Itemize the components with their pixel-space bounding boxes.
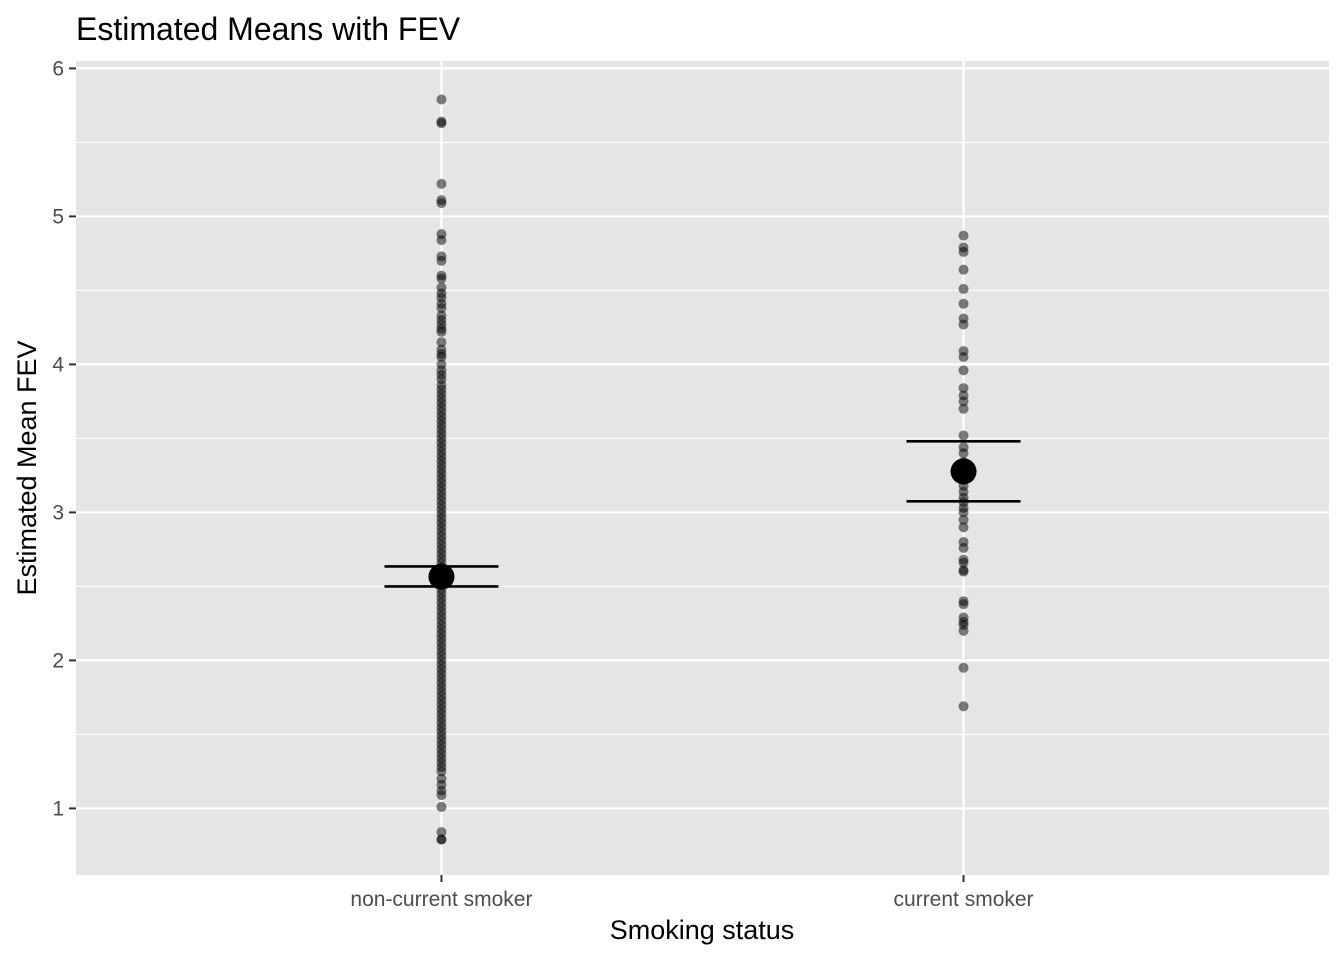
data-point [958,542,969,553]
data-point [436,337,447,348]
data-point [436,801,447,812]
data-point [436,273,447,284]
y-tick-label: 3 [52,501,64,524]
chart-title: Estimated Means with FEV [76,11,461,47]
x-tick-label: non-current smoker [350,888,532,911]
data-point [958,319,969,330]
data-point [958,383,969,394]
data-point [436,766,447,777]
data-point [958,566,969,577]
mean-point [950,458,977,485]
y-tick-label: 4 [52,353,64,376]
data-point [436,790,447,801]
data-point [958,246,969,257]
data-point [958,403,969,414]
data-point [958,522,969,533]
data-point [436,827,447,838]
y-tick-label: 6 [52,57,64,80]
data-point [958,264,969,275]
y-tick-label: 1 [52,797,64,820]
mean-ci-summary [384,440,1021,590]
data-point [958,283,969,294]
data-point [958,230,969,241]
data-point [436,834,447,845]
x-tick-label: current smoker [894,888,1034,911]
y-axis: 1 2 3 4 5 6 [52,57,76,820]
data-point [436,94,447,105]
data-point [436,118,447,129]
data-point [958,514,969,525]
data-point [958,701,969,712]
data-point [958,662,969,673]
data-point [436,255,447,266]
data-point [436,198,447,209]
data-point [958,430,969,441]
data-point [436,326,447,337]
data-point [958,352,969,362]
data-point [958,298,969,309]
plot-panel [76,61,1329,875]
data-point [958,365,969,376]
data-point [958,448,969,459]
y-tick-label: 5 [52,205,64,228]
data-point [436,178,447,189]
x-axis: non-current smoker current smoker [350,875,1034,911]
data-point [436,352,447,362]
data-point [436,235,447,246]
data-point [958,557,969,568]
data-point [436,303,447,314]
mean-point [428,563,455,590]
y-tick-label: 2 [52,649,64,672]
data-point [958,599,969,610]
data-point [958,396,969,407]
minor-gridlines [76,141,1329,735]
x-axis-title: Smoking status [610,915,795,945]
data-point [958,625,969,636]
data-point [958,507,969,518]
y-axis-title: Estimated Mean FEV [12,340,42,595]
